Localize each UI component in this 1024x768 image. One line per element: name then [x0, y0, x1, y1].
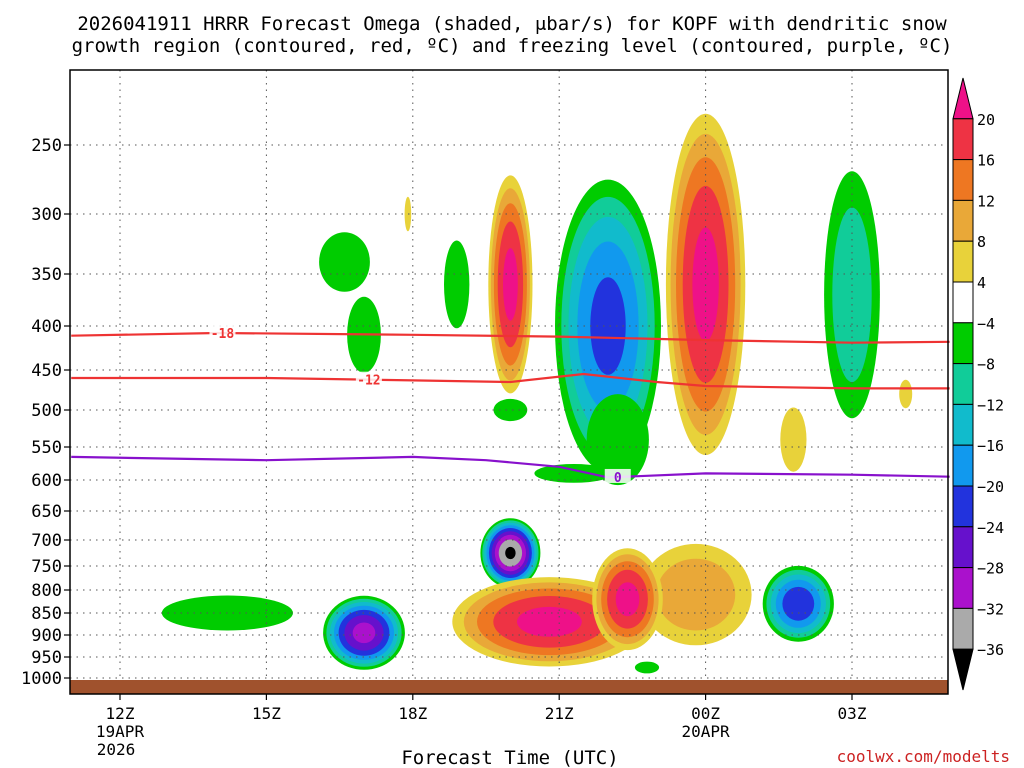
y-tick-label-900: 900 — [31, 626, 62, 646]
omega-band-yellow-01z-540 — [780, 407, 807, 472]
y-tick-label-500: 500 — [31, 401, 62, 421]
omega-band-green-19z-370 — [444, 240, 470, 329]
y-tick-label-250: 250 — [31, 136, 62, 156]
omega-shading — [161, 113, 913, 674]
colorbar-swatch-2 — [952, 159, 974, 201]
isotherm-minus12-label-bg — [355, 371, 382, 386]
x-tick-label-00Z: 00Z — [691, 704, 720, 723]
colorbar-label-10: −24 — [977, 519, 1004, 537]
x-tick-label-12Z: 12Z — [106, 704, 135, 723]
colorbar-swatch-12 — [952, 567, 974, 609]
omega-band-up-lower-19-22z — [517, 606, 582, 637]
y-tick-label-800: 800 — [31, 581, 62, 601]
colorbar-swatch-10 — [952, 485, 974, 528]
y-tick-label-1000: 1000 — [21, 669, 62, 689]
isotherm-minus18-label: -18 — [211, 327, 235, 342]
colorbar-label-4: 4 — [977, 274, 986, 292]
x-tick-label-18Z: 18Z — [398, 704, 427, 723]
omega-band-green-02z-800 — [782, 586, 815, 621]
omega-band-green-21z-580 — [534, 464, 614, 483]
colorbar-label-6: −8 — [977, 356, 995, 374]
colorbar-label-9: −20 — [977, 478, 1004, 496]
x-tick-date-12Z: 19APR — [96, 722, 145, 741]
y-tick-label-400: 400 — [31, 317, 62, 337]
colorbar-swatch-4 — [952, 240, 974, 283]
colorbar-label-1: 16 — [977, 152, 995, 170]
temperature-contours: -18 -12 0 — [71, 325, 950, 486]
colorbar-swatch-3 — [952, 199, 974, 242]
x-tick-label-03Z: 03Z — [838, 704, 867, 723]
freezing-level-label-bg — [604, 468, 631, 483]
chart-title-line2: growth region (contoured, red, ºC) and f… — [72, 35, 953, 57]
omega-band-yellow-0330z-480 — [899, 379, 913, 409]
x-tick-label-15Z: 15Z — [252, 704, 281, 723]
omega-band-low-2130z-stem — [586, 394, 649, 486]
y-tick-label-650: 650 — [31, 502, 62, 522]
colorbar-swatch-9 — [952, 444, 974, 487]
plot-frame — [69, 69, 949, 695]
colorbar-swatch-8 — [952, 403, 974, 446]
colorbar-label-7: −12 — [977, 396, 1004, 414]
colorbar-swatch-6 — [952, 322, 974, 365]
omega-band-yellow-18z-300 — [404, 196, 412, 232]
freezing-level-label: 0 — [614, 471, 622, 486]
omega-band-green-22z-980 — [634, 661, 660, 674]
omega-band-up-00z-lower — [656, 558, 736, 631]
omega-band-up-21z-lower — [615, 582, 640, 617]
colorbar-bottom-arrow — [952, 648, 974, 691]
ground-bar — [70, 680, 948, 694]
y-tick-label-300: 300 — [31, 205, 62, 225]
colorbar-label-12: −32 — [977, 600, 1004, 618]
isotherm-minus12-line — [71, 372, 950, 390]
colorbar: 20 16 12 8 4 −4 −8 −12 −16 −20 −24 −28 −32 −36 — [952, 77, 1004, 691]
y-tick-label-550: 550 — [31, 438, 62, 458]
credit-text: coolwx.com/modelts — [837, 747, 1010, 766]
colorbar-top-arrow — [952, 77, 974, 120]
colorbar-label-2: 12 — [977, 192, 995, 210]
colorbar-label-11: −28 — [977, 560, 1004, 578]
freezing-level-line — [71, 455, 950, 479]
plot-area: -18 -12 0 — [69, 69, 950, 695]
colorbar-label-3: 8 — [977, 233, 986, 251]
colorbar-swatch-7 — [952, 363, 974, 405]
shading-layer — [161, 113, 913, 674]
x-tick-label-21Z: 21Z — [545, 704, 574, 723]
omega-band-green-20z-500 — [493, 398, 528, 422]
omega-band-low-17z-900 — [352, 622, 376, 644]
y-tick-label-450: 450 — [31, 361, 62, 381]
omega-band-up-20z-upper — [503, 248, 518, 321]
x-tick-date-00Z: 20APR — [682, 722, 731, 741]
colorbar-label-8: −16 — [977, 437, 1004, 455]
grid-lines — [70, 70, 948, 694]
y-axis: 2503003504004505005506006507007508008509… — [21, 136, 70, 689]
isotherm-minus12-label: -12 — [357, 374, 380, 389]
y-tick-label-700: 700 — [31, 531, 62, 551]
colorbar-swatch-11 — [952, 526, 974, 569]
omega-band-low-20z-730 — [505, 546, 516, 560]
chart-title-line1: 2026041911 HRRR Forecast Omega (shaded, … — [77, 13, 947, 35]
y-tick-label-600: 600 — [31, 471, 62, 491]
colorbar-swatch-13 — [952, 607, 974, 650]
isotherm-minus18-label-bg — [209, 325, 236, 340]
colorbar-swatch-5 — [952, 281, 974, 324]
y-tick-label-950: 950 — [31, 648, 62, 668]
omega-band-green-03z-upper — [832, 207, 872, 383]
omega-band-green-band-upper — [319, 232, 370, 292]
colorbar-swatch-1 — [952, 118, 974, 161]
y-tick-label-750: 750 — [31, 557, 62, 577]
x-tick-year-12Z: 2026 — [97, 740, 136, 759]
omega-band-low-2130z-400 — [590, 277, 626, 375]
omega-band-up-00z-upper — [692, 227, 719, 342]
colorbar-label-5: −4 — [977, 315, 995, 333]
x-axis-label: Forecast Time (UTC) — [401, 747, 618, 768]
colorbar-label-0: 20 — [977, 111, 995, 129]
y-tick-label-850: 850 — [31, 604, 62, 624]
y-tick-label-350: 350 — [31, 265, 62, 285]
colorbar-label-13: −36 — [977, 641, 1004, 659]
